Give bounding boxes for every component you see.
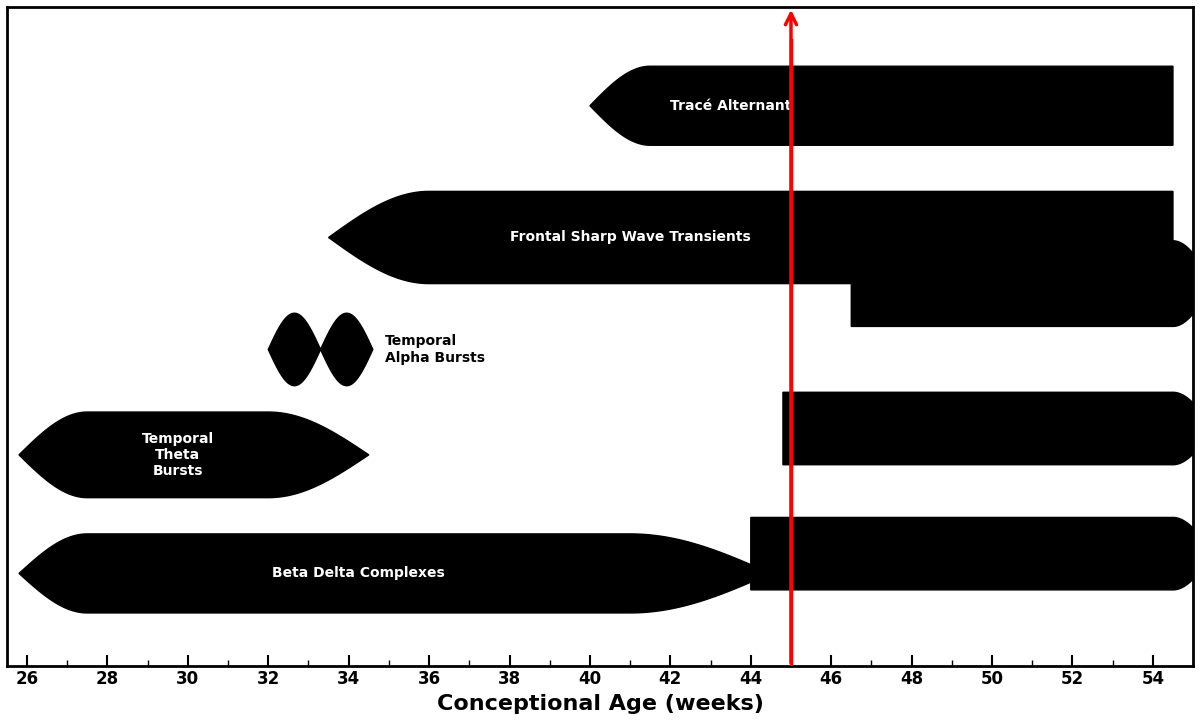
Polygon shape bbox=[329, 191, 1172, 283]
Text: Temporal
Theta
Bursts: Temporal Theta Bursts bbox=[142, 432, 214, 478]
Text: Tracé Alternant: Tracé Alternant bbox=[670, 99, 791, 112]
Text: Temporal
Alpha Bursts: Temporal Alpha Bursts bbox=[385, 335, 485, 365]
Text: Vertex Transients: Vertex Transients bbox=[955, 422, 1093, 435]
Polygon shape bbox=[851, 241, 1200, 327]
Text: Beta Delta Complexes: Beta Delta Complexes bbox=[272, 567, 445, 580]
Polygon shape bbox=[782, 392, 1200, 465]
Polygon shape bbox=[19, 412, 368, 497]
Polygon shape bbox=[19, 534, 770, 613]
Text: Sleep Spindles: Sleep Spindles bbox=[936, 547, 1051, 561]
Polygon shape bbox=[751, 518, 1200, 590]
Text: Occipital
Dominant
Alpha Rhythm: Occipital Dominant Alpha Rhythm bbox=[996, 260, 1106, 307]
Text: Frontal Sharp Wave Transients: Frontal Sharp Wave Transients bbox=[510, 231, 750, 244]
Polygon shape bbox=[590, 66, 1172, 145]
X-axis label: Conceptional Age (weeks): Conceptional Age (weeks) bbox=[437, 694, 763, 714]
Polygon shape bbox=[269, 313, 373, 386]
